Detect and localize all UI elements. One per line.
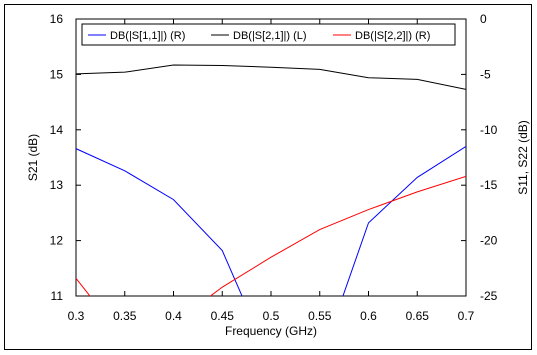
- y-axis-label-left: S21 (dB): [26, 134, 40, 181]
- y-right-tick-label: -25: [480, 289, 498, 303]
- series-line-s21: [76, 64, 466, 90]
- legend-box: [81, 23, 456, 46]
- x-tick-label: 0.65: [406, 309, 430, 323]
- series-line-s11: [76, 145, 466, 296]
- y-left-tick-label: 13: [50, 178, 64, 192]
- y-right-tick-label: 0: [480, 12, 487, 26]
- y-right-tick-label: -15: [480, 178, 498, 192]
- x-tick-label: 0.6: [360, 309, 377, 323]
- y-left-tick-label: 11: [51, 289, 64, 303]
- x-tick-label: 0.55: [308, 309, 332, 323]
- x-tick-label: 0.3: [68, 309, 85, 323]
- series-layer: [76, 64, 466, 296]
- y-left-tick-label: 15: [50, 67, 64, 81]
- plot-area: [75, 18, 467, 297]
- legend-label-s11: DB(|S[1,1]|) (R): [110, 30, 185, 42]
- axis-ticks: 0.3 0.35 0.4 0.45 0.5 0.55 0.6 0.65 0.7 11 12 13 14 1…: [50, 12, 498, 323]
- x-tick-label: 0.4: [165, 309, 182, 323]
- y-left-tick-label: 16: [50, 12, 64, 26]
- x-tick-label: 0.5: [263, 309, 280, 323]
- series-line-s22: [76, 175, 466, 296]
- y-left-tick-label: 12: [50, 234, 64, 248]
- legend-label-s22: DB(|S[2,2]|) (R): [355, 30, 430, 42]
- x-tick-label: 0.45: [211, 309, 235, 323]
- x-axis-label: Frequency (GHz): [225, 324, 317, 338]
- y-right-tick-label: -5: [480, 67, 491, 81]
- y-left-tick-label: 14: [50, 123, 64, 137]
- y-right-tick-label: -20: [480, 234, 498, 248]
- legend-label-s21: DB(|S[2,1]|) (L): [233, 30, 307, 42]
- x-tick-label: 0.7: [458, 309, 475, 323]
- x-tick-label: 0.35: [113, 309, 137, 323]
- legend: DB(|S[1,1]|) (R) DB(|S[2,1]|) (L) DB(|S[…: [81, 23, 456, 46]
- y-right-tick-label: -10: [480, 123, 498, 137]
- y-axis-label-right: S11, S22 (dB): [516, 120, 530, 194]
